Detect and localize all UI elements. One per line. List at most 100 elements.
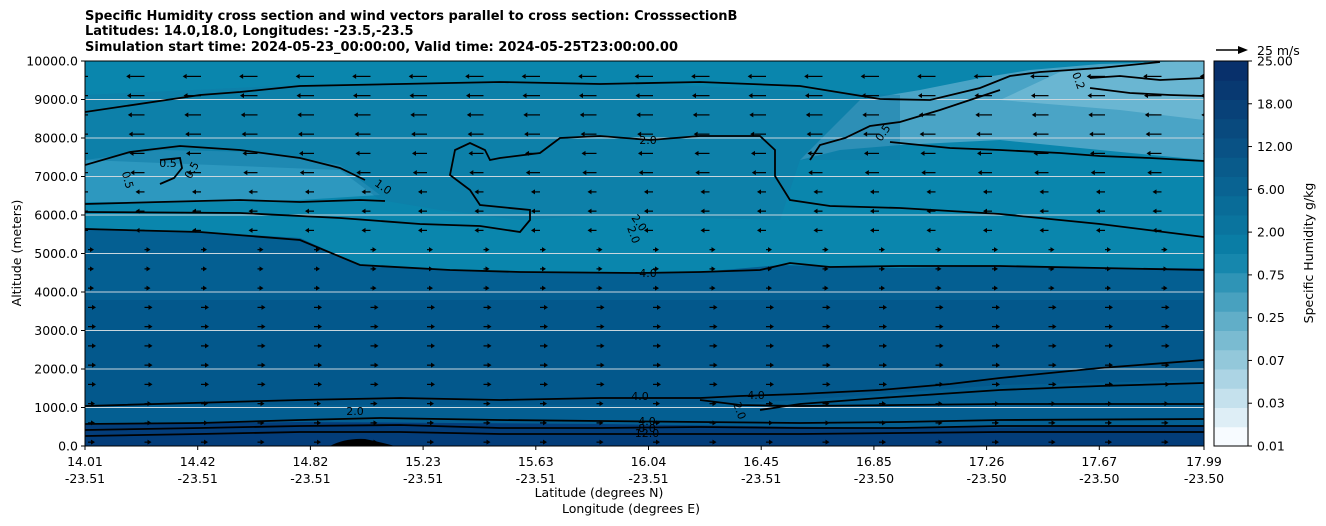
wind-vector-head <box>469 170 474 176</box>
wind-vector-head <box>1108 420 1112 426</box>
wind-vector-head <box>317 420 321 426</box>
wind-vector-head <box>1201 113 1204 117</box>
wind-vector-head <box>431 362 435 368</box>
wind-vector-head <box>983 227 987 233</box>
colorbar-segment <box>1214 99 1248 120</box>
wind-vector-head <box>926 189 931 195</box>
wind-vector-head <box>751 170 756 176</box>
wind-vector-head <box>600 324 605 330</box>
wind-vector-head <box>805 112 810 118</box>
x-axis: 14.01 -23.51 14.42 -23.51 14.82 -23.51 15.23 -2… <box>65 446 1224 486</box>
x-tick-label-lat: 16.04 <box>631 454 667 469</box>
colorbar-segment <box>1214 234 1248 254</box>
colorbar-tick-label: 0.03 <box>1257 396 1285 411</box>
x-axis-label-latitude: Latitude (degrees N) <box>535 485 664 500</box>
wind-vector-head <box>316 247 320 253</box>
wind-vector-head <box>205 362 209 368</box>
wind-vector-head <box>882 439 886 445</box>
y-tick-label: 7000.0 <box>34 169 78 184</box>
wind-vector-head <box>374 362 379 368</box>
y-axis: 0.0 1000.0 2000.0 3000.0 4000.0 5000.0 6000.0 7… <box>26 54 85 454</box>
contour-label: 4.0 <box>638 415 656 428</box>
colorbar-tick-label: 0.01 <box>1257 439 1285 454</box>
wind-vector-head <box>1089 131 1094 137</box>
wind-vector-head <box>146 247 151 253</box>
wind-vector-head <box>1051 439 1056 445</box>
wind-vector-head <box>937 266 942 272</box>
wind-vector-head <box>638 150 642 156</box>
wind-vector-head <box>1034 170 1039 176</box>
wind-vector-head <box>582 170 587 176</box>
wind-vector-head <box>1039 189 1044 195</box>
wind-vector-head <box>296 93 301 99</box>
wind-vector-head <box>192 189 196 195</box>
wind-vector-head <box>295 73 300 79</box>
x-tick-label-lat: 14.42 <box>180 454 216 469</box>
wind-vector-head <box>747 73 752 79</box>
wind-vector-head <box>863 131 868 137</box>
wind-vector-head <box>700 227 705 233</box>
wind-vector-head <box>318 362 322 368</box>
x-tick-label-lat: 14.01 <box>67 454 103 469</box>
wind-vector-head <box>973 73 978 79</box>
wind-vector-head <box>751 150 755 156</box>
wind-vector-head <box>579 112 584 118</box>
wind-vector-head <box>146 266 151 272</box>
wind-vector-head <box>487 304 492 310</box>
wind-vector-head <box>544 362 548 368</box>
wind-vector-head <box>92 381 96 387</box>
wind-vector-head <box>883 304 887 310</box>
y-tick-label: 2000.0 <box>34 362 78 377</box>
wind-vector-head <box>374 381 379 387</box>
wind-vector-head <box>148 381 153 387</box>
colorbar-segment <box>1214 215 1248 235</box>
wind-vector-head <box>600 304 605 310</box>
wind-vector-head <box>1050 247 1055 253</box>
wind-vector-head <box>635 93 640 99</box>
wind-vector-head <box>186 170 191 176</box>
wind-vector-head <box>995 420 999 426</box>
wind-vector-head <box>600 343 605 349</box>
wind-vector-head <box>1096 189 1100 195</box>
wind-vector-head <box>1050 285 1055 291</box>
wind-vector-head <box>1143 73 1148 79</box>
chart-title-line-3: Simulation start time: 2024-05-23_00:00:… <box>85 40 678 55</box>
wind-vector-head <box>524 131 529 137</box>
wind-vector-head <box>544 324 548 330</box>
wind-vector-head <box>917 73 922 79</box>
wind-vector-head <box>544 343 548 349</box>
wind-vector-head <box>1109 304 1113 310</box>
wind-vector-head <box>373 439 378 445</box>
contour-0.2 <box>1089 87 1204 97</box>
wind-vector-head <box>521 73 526 79</box>
wind-vector-head <box>241 131 246 137</box>
y-tick-label: 0.0 <box>58 439 78 454</box>
wind-vector-head <box>713 381 718 387</box>
wind-vector-head <box>127 112 132 118</box>
contour-label: 2.0 <box>346 405 364 418</box>
wind-vector-head <box>305 227 309 233</box>
wind-vector-head <box>523 112 528 118</box>
wind-vector-head <box>374 343 379 349</box>
wind-vector-head <box>372 247 377 253</box>
contour-2.0-mid <box>85 135 1204 238</box>
wind-vector-head <box>486 401 491 407</box>
wind-vector-head <box>996 304 1000 310</box>
wind-vector-head <box>657 304 661 310</box>
wind-vector-head <box>862 112 867 118</box>
wind-vector-head <box>770 324 774 330</box>
contour-lines <box>85 61 1204 437</box>
wind-vector-head <box>525 170 530 176</box>
wind-vector-head <box>1152 208 1157 214</box>
wind-vector-head <box>430 439 434 445</box>
wind-vector-head <box>356 170 361 176</box>
wind-vector-head <box>242 150 247 156</box>
wind-vector-head <box>373 420 378 426</box>
wind-vector-head <box>1052 362 1057 368</box>
wind-vector-head <box>203 247 207 253</box>
wind-vector-head <box>297 112 302 118</box>
wind-vector-head <box>411 131 416 137</box>
wind-vector-head <box>939 362 944 368</box>
wind-vector-head <box>474 189 479 195</box>
contour-8.0 <box>85 424 1204 431</box>
